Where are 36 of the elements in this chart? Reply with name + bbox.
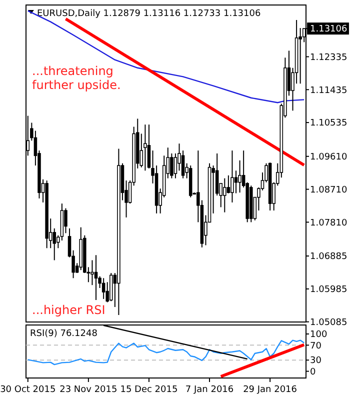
text: EURUSD,Daily 1.12879 1.13116 1.12733 1.13106 xyxy=(37,9,261,19)
candlestick xyxy=(226,174,230,194)
candlestick xyxy=(230,150,234,203)
y-tick-label: 1.09610 xyxy=(310,152,348,163)
y-tick-label: 1.08710 xyxy=(310,185,348,196)
candlestick xyxy=(238,160,242,194)
annotation: ...threatening further upside. xyxy=(32,64,121,92)
candlestick xyxy=(234,170,238,194)
candlestick xyxy=(181,150,185,179)
annotation: ...higher RSI xyxy=(32,303,106,317)
x-tick-label: 30 Oct 2015 xyxy=(0,385,56,395)
x-tick-label: 7 Jan 2016 xyxy=(185,385,234,395)
candlestick xyxy=(144,124,147,172)
y-tick-label: 1.05085 xyxy=(310,318,348,328)
line-series xyxy=(27,10,305,104)
y-tick-label: 1.13106 xyxy=(310,24,348,35)
candlestick xyxy=(90,260,94,286)
y-tick-label: 1.11435 xyxy=(310,86,348,96)
y-tick-label: 100 xyxy=(310,330,328,340)
y-tick-label: 1.12335 xyxy=(310,52,348,63)
candlestick xyxy=(64,208,68,234)
candlestick xyxy=(94,254,98,301)
y-tick-label: 70 xyxy=(310,341,322,352)
y-tick-label: 1.07810 xyxy=(310,218,348,228)
x-tick-label: 15 Dec 2015 xyxy=(120,385,178,395)
x-tick-label: 23 Nov 2015 xyxy=(60,385,118,395)
candlestick xyxy=(102,278,106,300)
x-tick-label: 29 Jan 2016 xyxy=(243,385,298,395)
y-tick-label: 1.05985 xyxy=(310,285,348,296)
y-tick-label: 0 xyxy=(310,367,316,378)
chart-title: RSI(9) 76.1248 xyxy=(30,329,98,339)
y-tick-label: 1.10535 xyxy=(310,118,348,129)
y-tick-label: 30 xyxy=(310,356,322,366)
y-tick-label: 1.06885 xyxy=(310,252,348,262)
line-series xyxy=(27,340,305,366)
candlestick xyxy=(223,178,226,213)
